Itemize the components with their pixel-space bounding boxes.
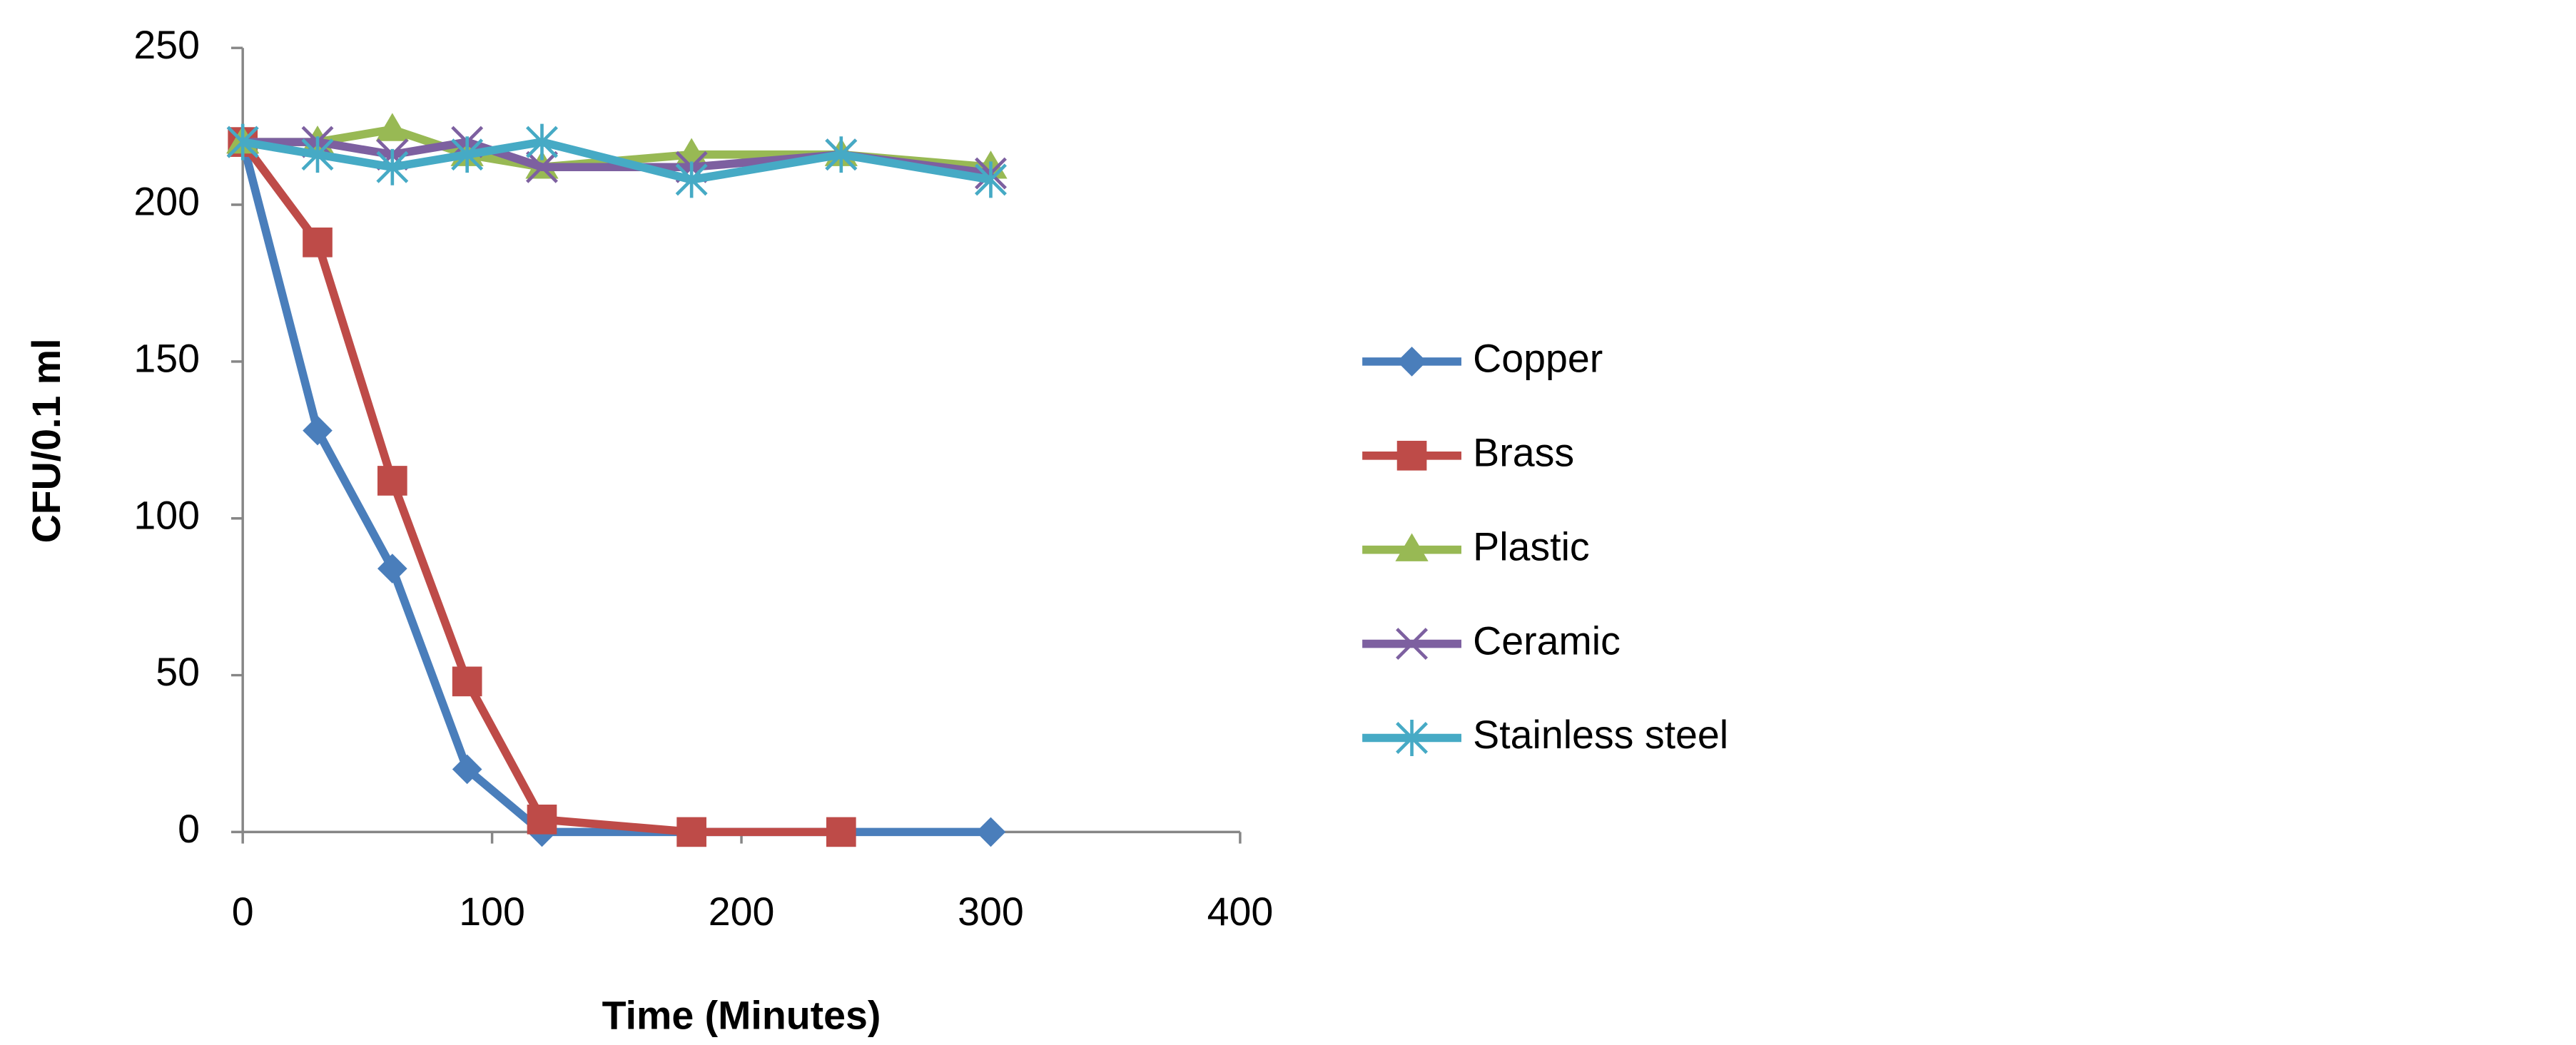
- series-line: [239, 139, 841, 837]
- y-tick-label: 0: [178, 807, 200, 851]
- data-point: [377, 554, 407, 583]
- data-point: [675, 161, 708, 198]
- data-point: [452, 666, 482, 697]
- series-line: [242, 138, 992, 184]
- legend-marker: [1396, 347, 1427, 377]
- data-point: [303, 415, 333, 446]
- data-point: [376, 148, 409, 185]
- data-point: [526, 123, 558, 160]
- legend-label: Copper: [1473, 337, 1603, 381]
- x-tick-label: 300: [958, 889, 1024, 934]
- data-point: [826, 817, 856, 847]
- data-point: [676, 817, 706, 847]
- x-axis-label: Time (Minutes): [602, 994, 881, 1038]
- legend-label: Brass: [1473, 430, 1574, 474]
- data-point: [526, 151, 558, 183]
- data-point: [825, 136, 858, 173]
- data-point: [452, 754, 482, 785]
- x-tick-label: 100: [459, 889, 525, 934]
- legend-marker: [1396, 720, 1429, 756]
- data-point: [451, 136, 484, 173]
- data-point: [975, 817, 1006, 847]
- legend-label: Ceramic: [1473, 618, 1621, 663]
- data-point: [303, 227, 333, 258]
- legend-label: Plastic: [1473, 524, 1590, 569]
- y-tick-label: 100: [133, 493, 200, 537]
- series-line: [238, 141, 991, 837]
- y-tick-label: 250: [133, 23, 200, 67]
- x-tick-label: 400: [1207, 889, 1274, 934]
- x-tick-label: 0: [232, 889, 254, 934]
- data-point: [377, 466, 407, 496]
- legend-marker: [1396, 628, 1429, 661]
- legend-marker: [1395, 533, 1429, 561]
- x-tick-label: 200: [709, 889, 775, 934]
- legend-marker: [1396, 440, 1427, 471]
- data-point: [527, 804, 557, 835]
- data-point: [226, 123, 259, 160]
- y-tick-label: 200: [133, 180, 200, 224]
- legend-label: Stainless steel: [1473, 713, 1728, 757]
- y-axis-label: CFU/0.1 ml: [24, 338, 69, 543]
- data-point: [301, 136, 334, 173]
- y-tick-label: 150: [133, 337, 200, 381]
- data-point: [974, 161, 1007, 198]
- y-tick-label: 50: [156, 650, 200, 694]
- data-point: [375, 113, 409, 141]
